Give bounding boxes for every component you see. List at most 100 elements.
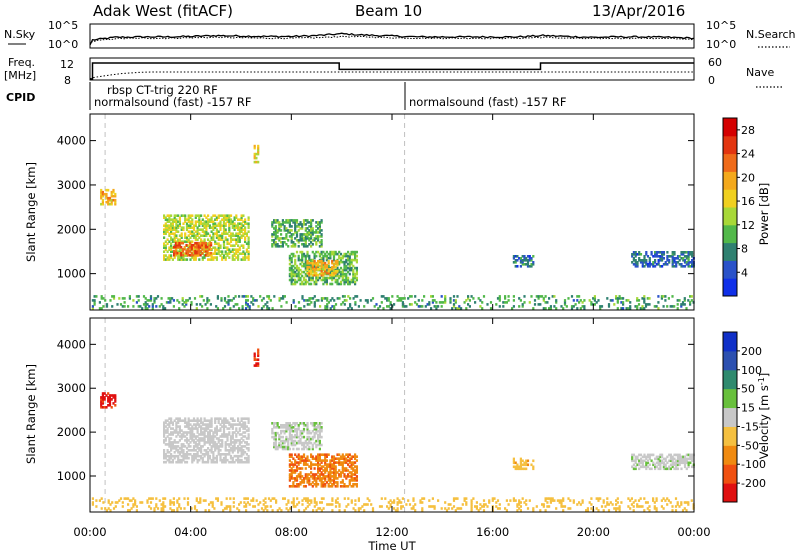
range-cell	[652, 453, 655, 457]
range-cell	[166, 258, 169, 261]
range-cell	[299, 235, 302, 238]
range-cell	[654, 465, 657, 469]
range-cell	[108, 398, 112, 401]
range-cell	[178, 427, 181, 430]
range-cell	[194, 445, 197, 448]
range-cell	[102, 501, 105, 504]
range-cell	[229, 443, 233, 446]
range-cell	[569, 499, 572, 502]
range-cell	[182, 451, 185, 454]
range-cell	[349, 305, 352, 308]
range-cell	[322, 254, 325, 258]
range-cell	[295, 266, 299, 270]
range-cell	[583, 305, 586, 308]
range-cell	[177, 460, 180, 464]
range-cell	[386, 505, 389, 508]
range-cell	[308, 233, 311, 236]
range-cell	[259, 501, 262, 504]
range-cell	[225, 505, 228, 508]
range-cell	[271, 435, 274, 439]
range-cell	[290, 427, 293, 431]
range-cell	[334, 250, 337, 254]
range-cell	[661, 259, 664, 262]
range-cell	[475, 505, 478, 508]
range-cell	[184, 254, 187, 257]
range-cell	[562, 509, 565, 512]
range-cell	[299, 268, 302, 272]
range-cell	[542, 307, 545, 310]
range-cell	[224, 258, 227, 261]
range-cell	[290, 282, 293, 286]
range-cell	[240, 417, 243, 420]
range-cell	[178, 503, 181, 506]
range-cell	[632, 505, 635, 508]
range-cell	[354, 258, 357, 262]
range-cell	[151, 305, 154, 308]
range-cell	[278, 443, 281, 447]
range-cell	[338, 459, 341, 462]
range-cell	[257, 152, 260, 156]
range-cell	[200, 222, 203, 225]
range-cell	[231, 435, 234, 438]
range-cell	[654, 259, 657, 262]
range-cell	[290, 435, 293, 439]
range-cell	[655, 461, 658, 465]
range-cell	[185, 453, 189, 456]
range-cell	[502, 301, 505, 304]
range-cell	[168, 433, 171, 436]
range-cell	[311, 424, 314, 427]
range-cell	[242, 417, 245, 420]
range-cell	[661, 453, 664, 457]
range-cell	[652, 499, 655, 502]
range-cell	[302, 435, 306, 439]
scatter-region-patch-0320-core	[173, 241, 213, 257]
range-cell	[683, 265, 687, 268]
range-cell	[320, 235, 323, 238]
range-cell	[231, 456, 234, 460]
range-cell	[192, 454, 196, 458]
range-cell	[247, 427, 250, 430]
range-cell	[192, 449, 196, 452]
range-cell	[324, 269, 327, 273]
range-cell	[187, 417, 190, 420]
range-cell	[512, 461, 515, 465]
range-cell	[238, 232, 241, 235]
range-cell	[198, 439, 201, 442]
range-cell	[659, 455, 662, 459]
range-cell	[348, 475, 351, 478]
range-cell	[320, 427, 323, 431]
range-cell	[247, 417, 250, 420]
range-cell	[348, 260, 351, 264]
range-cell	[176, 299, 179, 302]
range-cell	[164, 228, 167, 231]
range-cell	[318, 447, 321, 451]
velocity-ylabel: Slant Range [km]	[24, 364, 38, 464]
range-cell	[273, 424, 276, 427]
range-cell	[275, 499, 278, 502]
range-cell	[206, 245, 209, 249]
range-cell	[207, 244, 210, 247]
range-cell	[231, 447, 234, 450]
range-cell	[214, 222, 217, 225]
range-cell	[452, 299, 456, 302]
range-cell	[274, 245, 277, 248]
range-cell	[219, 435, 222, 438]
range-cell	[292, 499, 295, 502]
range-cell	[292, 282, 295, 286]
range-cell	[196, 226, 199, 229]
range-cell	[308, 239, 311, 242]
range-cell	[345, 457, 348, 460]
range-cell	[287, 427, 290, 431]
range-cell	[207, 447, 210, 450]
range-cell	[196, 443, 199, 446]
range-cell	[257, 354, 260, 357]
range-cell	[288, 426, 291, 429]
range-cell	[176, 241, 179, 245]
range-cell	[233, 445, 236, 448]
range-cell	[336, 278, 339, 282]
range-cell	[177, 250, 180, 253]
nsky-series-line	[89, 32, 695, 46]
range-cell	[226, 443, 229, 446]
range-cell	[324, 280, 327, 284]
